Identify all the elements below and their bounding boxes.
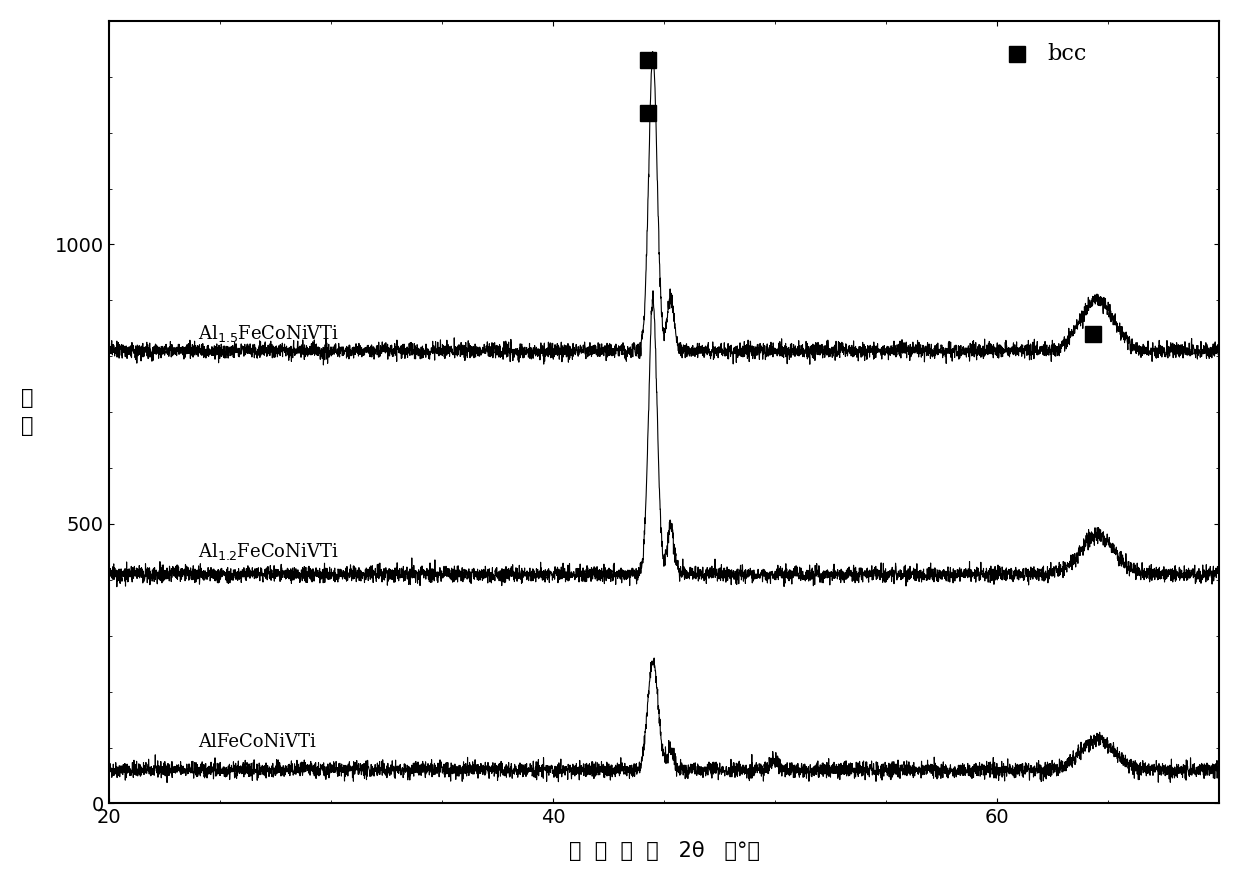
X-axis label: 衍  射  角  度   2θ   （°）: 衍 射 角 度 2θ （°） xyxy=(568,841,760,861)
Y-axis label: 强
度: 强 度 xyxy=(21,388,33,436)
Text: AlFeCoNiVTi: AlFeCoNiVTi xyxy=(197,733,315,751)
Text: Al$_{1.2}$FeCoNiVTi: Al$_{1.2}$FeCoNiVTi xyxy=(197,542,339,563)
Text: Al$_{1.5}$FeCoNiVTi: Al$_{1.5}$FeCoNiVTi xyxy=(197,324,339,344)
Text: bcc: bcc xyxy=(1047,42,1086,64)
